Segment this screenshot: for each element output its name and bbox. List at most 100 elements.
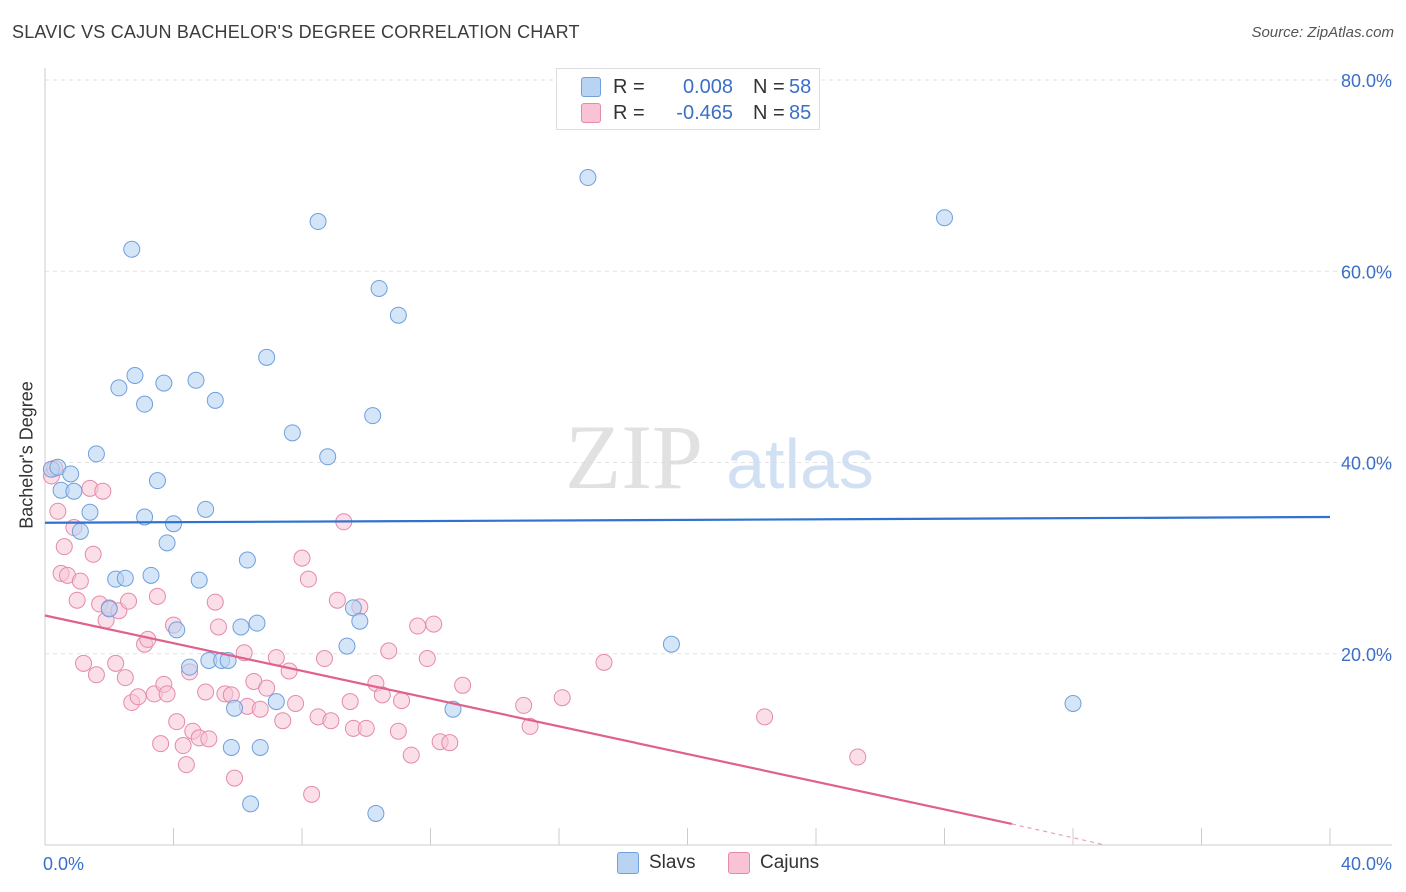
tick-labels: 20.0% 40.0% 60.0% 80.0% 0.0% 40.0% [43,71,1392,874]
y-tick-label: 80.0% [1341,71,1392,91]
cajuns-point [158,685,176,703]
slavs-point [155,374,173,392]
cajuns-point [71,572,89,590]
y-tick-label: 60.0% [1341,262,1392,282]
watermark-zip: ZIP [565,406,703,508]
cajuns-points [42,459,867,803]
cajuns-point [357,719,375,737]
slavs-point [1064,694,1082,712]
legend-row-slavs: R = 0.008 N = 58 [581,74,811,100]
slavs-point [367,804,385,822]
cajuns-point [226,769,244,787]
slavs-point [148,472,166,490]
cajuns-point [168,713,186,731]
trend-lines [44,515,1331,846]
cajuns-point [315,650,333,668]
slavs-swatch [581,77,601,97]
cajuns-point [251,700,269,718]
chart-title: SLAVIC VS CAJUN BACHELOR'S DEGREE CORREL… [12,22,580,42]
slavs-point [116,569,134,587]
cajuns-point [303,785,321,803]
slavs-point [142,566,160,584]
y-axis-label: Bachelor's Degree [16,381,37,529]
legend-item-cajuns: Cajuns [728,852,819,874]
cajuns-point [380,642,398,660]
slavs-point [242,795,260,813]
slavs-point [226,699,244,717]
cajuns-point [441,734,459,752]
legend-row-cajuns: R = -0.465 N = 85 [581,100,811,126]
slavs-point [110,379,128,397]
slavs-n-value: 58 [789,75,812,98]
slavs-point [232,618,250,636]
cajuns-point [402,746,420,764]
slavs-point [126,366,144,384]
cajuns-point [293,549,311,567]
slavs-point [222,738,240,756]
cajuns-point [209,618,227,636]
cajuns-point [116,669,134,687]
cajuns-point [152,735,170,753]
cajuns-point [120,592,138,610]
cajuns-point [849,748,867,766]
source-credit: Source: ZipAtlas.com [1251,24,1394,41]
cajuns-point [206,593,224,611]
cajuns-point [87,666,105,684]
cajuns-point [55,538,73,556]
slavs-point [283,424,301,442]
cajuns-point [553,689,571,707]
slavs-n-label: N = [753,75,785,98]
cajuns-point [409,617,427,635]
cajuns-point [49,502,67,520]
x-tick-label: 40.0% [1341,854,1392,874]
slavs-point [65,482,83,500]
slavs-points [42,169,1082,822]
slavs-trend-line [44,515,1331,524]
cajuns-point [299,570,317,588]
slavs-point [165,515,182,533]
cajuns-point [94,482,112,500]
slavs-point [338,637,356,655]
slavs-point [248,614,266,632]
cajuns-point [177,756,195,774]
cajuns-point [68,591,86,609]
slavs-point [579,169,597,187]
cajuns-point [389,722,407,740]
cajuns-point [258,679,276,697]
cajuns-point [287,694,305,712]
slavs-point [238,551,256,569]
cajuns-point [341,693,359,711]
slavs-point [81,503,99,521]
slavs-point [206,391,224,409]
cajuns-point [515,696,533,714]
slavs-r-value: 0.008 [682,75,733,98]
cajuns-point [418,650,436,668]
slavs-point [158,534,176,552]
cajuns-point [107,654,125,672]
cajuns-point [174,737,192,755]
slavs-point [168,621,186,639]
slavs-point [251,738,269,756]
cajuns-point [521,717,539,735]
cajuns-point [373,686,391,704]
axes [44,68,1392,846]
slavs-point [309,213,327,231]
cajuns-point [454,676,472,694]
cajuns-trend-line [44,614,1013,826]
slavs-point [123,240,141,258]
slavs-point [267,693,285,711]
cajuns-point [129,688,147,706]
slavs-point [187,371,205,389]
slavs-point [662,635,680,653]
cajuns-point [200,730,218,748]
slavs-point [87,445,105,463]
cajuns-r-label: R = [613,101,645,124]
slavs-point [936,209,953,227]
cajuns-trend-extension [1011,823,1106,846]
slavs-point [62,465,80,483]
cajuns-point [280,662,298,680]
slavs-point [351,612,369,630]
cajuns-point [84,545,102,563]
slavs-point [100,600,118,618]
